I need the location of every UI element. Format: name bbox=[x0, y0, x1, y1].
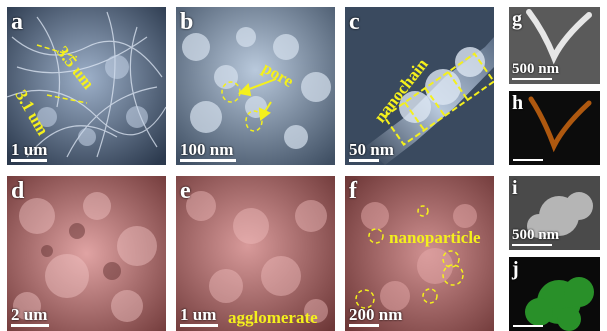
panel-c-label: c bbox=[349, 9, 360, 35]
panel-e-label: e bbox=[180, 178, 191, 204]
panel-g-scale-label: 500 nm bbox=[512, 61, 560, 77]
panel-e-image bbox=[176, 176, 335, 331]
panel-e-scale-bar bbox=[180, 324, 218, 327]
panel-f: f nanoparticle 200 nm bbox=[345, 176, 494, 331]
panel-g: g 500 nm bbox=[509, 7, 600, 84]
panel-c-scale-bar bbox=[349, 159, 379, 162]
panel-f-label: f bbox=[349, 178, 357, 204]
panel-h-image bbox=[509, 91, 600, 165]
panel-j-label: j bbox=[512, 258, 519, 280]
panel-a-image bbox=[7, 7, 166, 165]
panel-f-scale-bar bbox=[349, 324, 379, 327]
panel-a: a 3.5 um 3.1 um 1 um bbox=[7, 7, 166, 165]
panel-b-label: b bbox=[180, 9, 194, 35]
panel-g-scale-bar bbox=[512, 78, 552, 80]
panel-d-scale-bar bbox=[11, 324, 49, 327]
panel-i-scale-bar bbox=[512, 244, 552, 246]
panel-f-image bbox=[345, 176, 494, 331]
panel-a-scale-label: 1 um bbox=[11, 140, 48, 159]
panel-d-image bbox=[7, 176, 166, 331]
panel-b-scale-bar bbox=[180, 159, 236, 162]
panel-b: b pore 100 nm bbox=[176, 7, 335, 165]
panel-h-label: h bbox=[512, 92, 524, 114]
panel-h-scale-bar bbox=[513, 159, 543, 161]
panel-f-scale-label: 200 nm bbox=[349, 305, 403, 324]
panel-c: c nanochain 50 nm bbox=[345, 7, 494, 165]
panel-j: j bbox=[509, 257, 600, 331]
panel-d-label: d bbox=[11, 178, 25, 204]
panel-e-scale-label: 1 um bbox=[180, 305, 217, 324]
panel-a-scale-bar bbox=[11, 159, 47, 162]
panel-c-scale-label: 50 nm bbox=[349, 140, 394, 159]
panel-c-image bbox=[345, 7, 494, 165]
panel-b-scale-label: 100 nm bbox=[180, 140, 234, 159]
panel-i: i 500 nm bbox=[509, 176, 600, 250]
panel-h: h bbox=[509, 91, 600, 165]
panel-j-image bbox=[509, 257, 600, 331]
panel-f-annotation: nanoparticle bbox=[389, 228, 481, 247]
panel-d-scale-label: 2 um bbox=[11, 305, 48, 324]
panel-d: d 2 um bbox=[7, 176, 166, 331]
panel-e-annotation: agglomerate bbox=[228, 308, 318, 327]
panel-i-image bbox=[509, 176, 600, 250]
panel-e: e 1 um agglomerate bbox=[176, 176, 335, 331]
panel-j-scale-bar bbox=[513, 325, 543, 327]
panel-a-label: a bbox=[11, 9, 23, 35]
panel-b-image bbox=[176, 7, 335, 165]
panel-g-label: g bbox=[512, 8, 522, 30]
panel-i-label: i bbox=[512, 177, 518, 199]
panel-i-scale-label: 500 nm bbox=[512, 227, 560, 243]
panel-g-image bbox=[509, 7, 600, 84]
